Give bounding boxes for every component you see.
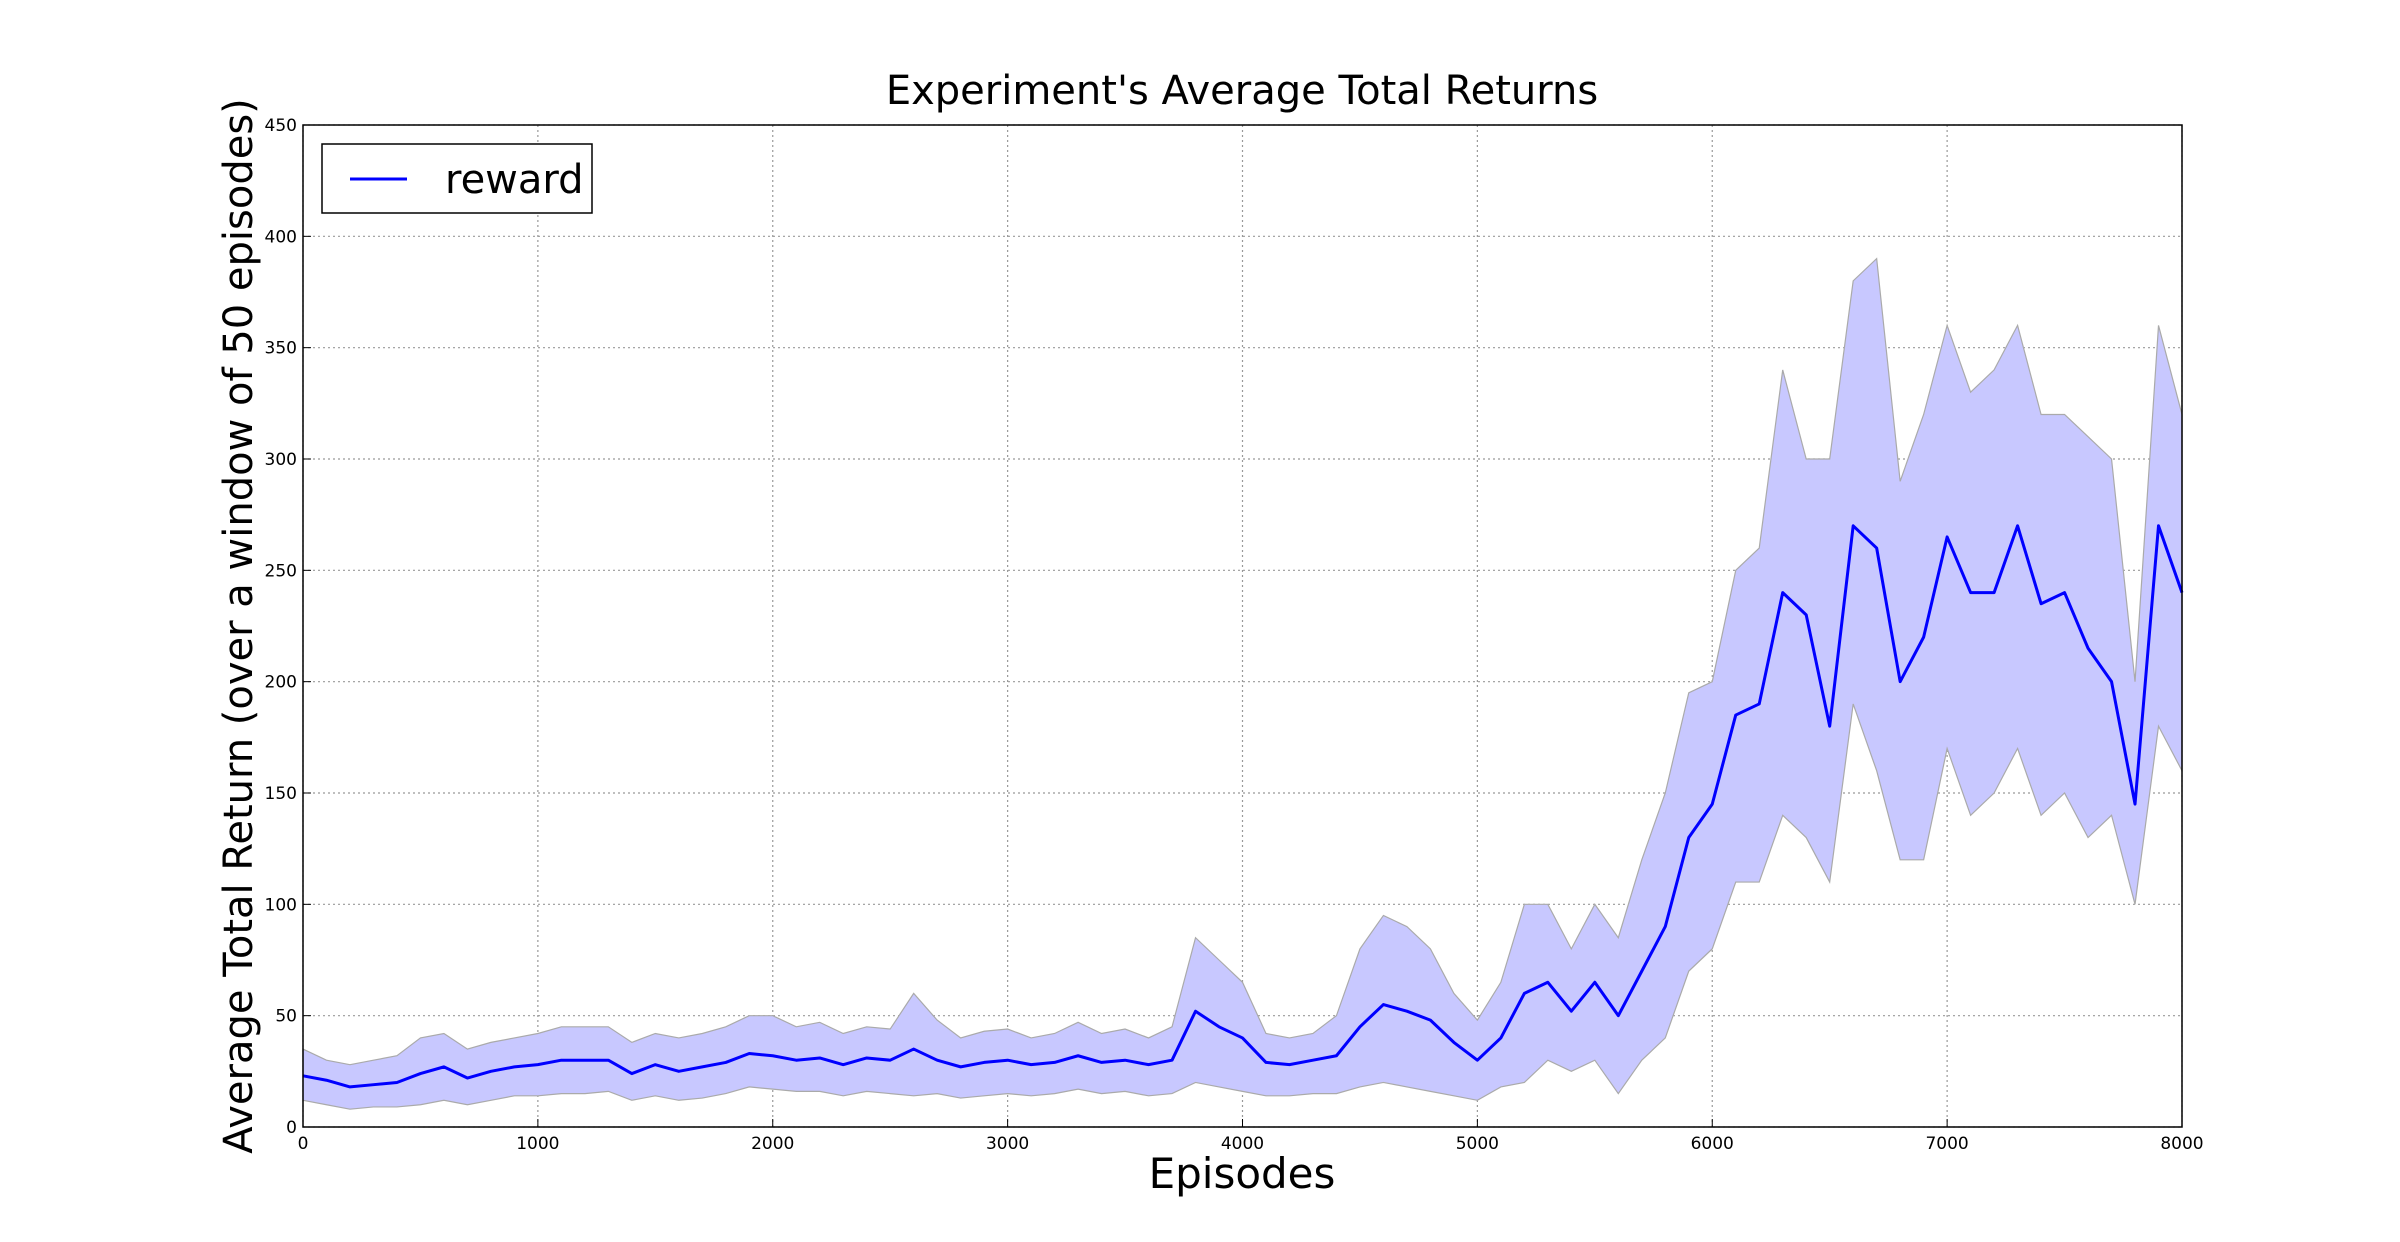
x-tick-label: 7000 [1925,1134,1968,1154]
legend-label: reward [445,157,584,203]
y-axis-label: Average Total Return (over a window of 5… [216,98,262,1154]
plot-frame [302,124,2183,1128]
y-tick-label: 50 [275,1007,297,1027]
y-tick-label: 250 [265,561,297,581]
x-tick-label: 3000 [986,1134,1029,1154]
x-tick-label: 4000 [1221,1134,1264,1154]
x-tick-label: 1000 [516,1134,559,1154]
y-tick-label: 350 [265,339,297,359]
x-tick-label: 8000 [2160,1134,2203,1154]
y-tick-label: 200 [265,673,297,693]
y-tick-label: 150 [265,784,297,804]
chart-title: Experiment's Average Total Returns [886,68,1598,114]
y-tick-label: 0 [286,1118,297,1138]
y-tick-label: 100 [265,895,297,915]
x-tick-label: 2000 [751,1134,794,1154]
legend: reward [321,143,593,214]
x-tick-label: 0 [298,1134,309,1154]
y-tick-label: 400 [265,227,297,247]
x-tick-label: 5000 [1456,1134,1499,1154]
y-tick-label: 450 [265,116,297,136]
x-axis-label: Episodes [1149,1149,1336,1198]
x-tick-label: 6000 [1691,1134,1734,1154]
y-tick-label: 300 [265,450,297,470]
line [302,524,2184,1089]
